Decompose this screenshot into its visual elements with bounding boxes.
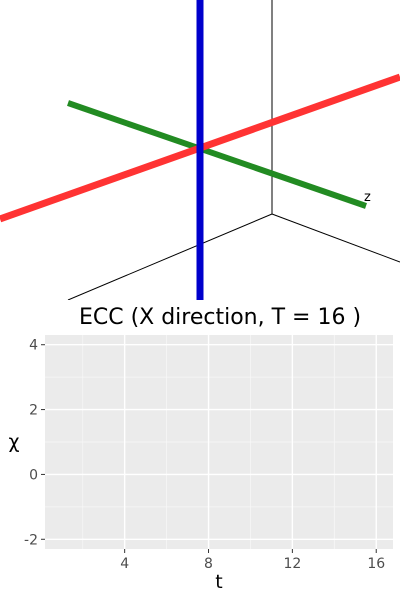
x-tick-label: 12 (283, 556, 301, 572)
box-edge-floor-left (67, 213, 273, 300)
grid-lines (45, 335, 393, 549)
y-tick-label: 2 (29, 403, 38, 419)
y-axis-ticks: -2 0 2 4 (24, 338, 45, 548)
x-tick-label: 8 (204, 556, 213, 572)
3d-scene: z (0, 0, 400, 300)
y-tick-label: -2 (24, 532, 38, 548)
chart-title: ECC (X direction, T = 16 ) (79, 305, 361, 330)
y-tick-label: 0 (29, 467, 38, 483)
z-axis-line (67, 100, 367, 209)
x-axis-title: t (215, 571, 222, 593)
x-axis-ticks: 4 8 12 16 (120, 549, 385, 572)
x-tick-label: 16 (367, 556, 385, 572)
y-axis-title: χ (9, 431, 20, 453)
box-edge-floor-right (271, 213, 400, 263)
z-axis-label: z (364, 190, 371, 205)
y-tick-label: 4 (29, 338, 38, 354)
x-tick-label: 4 (120, 556, 129, 572)
